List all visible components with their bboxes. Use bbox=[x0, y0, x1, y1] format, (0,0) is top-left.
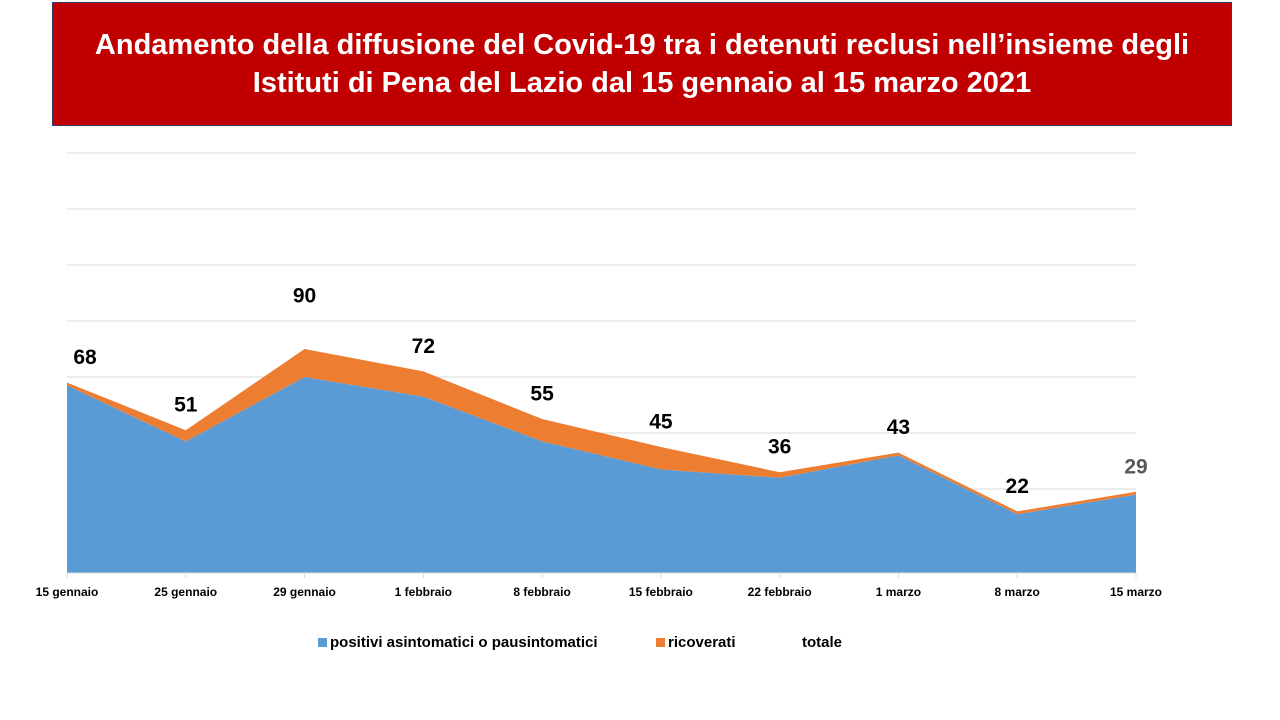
legend-swatch bbox=[656, 638, 665, 647]
chart-title: Andamento della diffusione del Covid-19 … bbox=[52, 2, 1232, 126]
legend-label: positivi asintomatici o pausintomatici bbox=[330, 634, 598, 651]
x-tick-label: 25 gennaio bbox=[154, 585, 217, 599]
x-tick-label: 8 febbraio bbox=[513, 585, 570, 599]
x-tick-label: 22 febbraio bbox=[748, 585, 812, 599]
x-tick-label: 15 gennaio bbox=[36, 585, 99, 599]
data-label: 72 bbox=[412, 335, 435, 358]
data-label: 36 bbox=[768, 436, 791, 459]
x-tick-label: 8 marzo bbox=[995, 585, 1040, 599]
data-label: 55 bbox=[530, 383, 554, 406]
data-label: 29 bbox=[1124, 455, 1147, 478]
x-tick-label: 1 marzo bbox=[876, 585, 921, 599]
legend-label: totale bbox=[802, 634, 842, 651]
x-tick-label: 15 febbraio bbox=[629, 585, 693, 599]
data-label: 45 bbox=[649, 411, 673, 434]
data-label: 22 bbox=[1006, 475, 1029, 498]
data-label: 68 bbox=[73, 346, 97, 369]
data-label: 90 bbox=[293, 285, 316, 308]
data-label: 51 bbox=[174, 394, 198, 417]
data-label: 43 bbox=[887, 416, 910, 439]
x-tick-label: 29 gennaio bbox=[273, 585, 336, 599]
legend-label: ricoverati bbox=[668, 634, 736, 651]
legend-swatch bbox=[318, 638, 327, 647]
area bbox=[67, 377, 1136, 573]
x-tick-label: 15 marzo bbox=[1110, 585, 1162, 599]
x-tick-label: 1 febbraio bbox=[395, 585, 452, 599]
